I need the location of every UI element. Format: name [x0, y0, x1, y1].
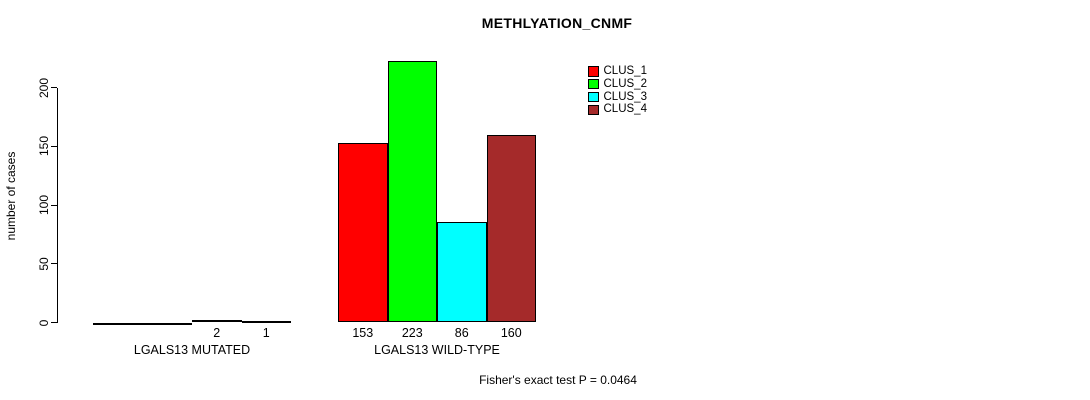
bar-value-label: 2	[213, 326, 221, 340]
bar-clus_4	[241, 321, 291, 324]
y-axis-line	[57, 88, 59, 323]
bar-clus_1	[93, 322, 143, 325]
legend-item-clus_2: CLUS_2	[588, 78, 647, 91]
legend-item-clus_4: CLUS_4	[588, 103, 647, 116]
bar-value-label: 223	[401, 326, 423, 340]
legend-swatch-icon	[588, 91, 599, 103]
bar-clus_2	[387, 60, 437, 323]
chart-title: METHLYATION_CNMF	[481, 15, 633, 31]
legend-label: CLUS_3	[603, 90, 647, 103]
bar-value-label: 1	[262, 326, 270, 340]
legend-label: CLUS_2	[603, 77, 647, 90]
y-tick-label-text: 200	[37, 77, 51, 98]
y-tick-mark	[51, 263, 57, 265]
legend-swatch-icon	[588, 104, 599, 116]
y-tick-label-text: 0	[37, 319, 51, 326]
bar-clus_1	[338, 142, 388, 323]
legend-item-clus_1: CLUS_1	[588, 65, 647, 78]
y-tick-mark	[51, 87, 57, 89]
y-tick-mark	[51, 204, 57, 206]
bar-value-label: 86	[454, 326, 469, 340]
legend-label: CLUS_1	[603, 65, 647, 77]
bar-clus_3	[437, 221, 487, 323]
bar-value-label: 153	[352, 326, 374, 340]
y-axis-label-text: number of cases	[4, 151, 18, 241]
y-tick-mark	[51, 145, 57, 148]
bar-clus_4	[486, 134, 536, 323]
bar-clus_2	[142, 322, 192, 325]
bar-value-label: 160	[500, 326, 522, 340]
legend: CLUS_1 CLUS_2 CLUS_3 CLUS_4	[588, 65, 647, 116]
legend-item-clus_3: CLUS_3	[588, 91, 647, 104]
legend-swatch-icon	[588, 78, 599, 90]
legend-swatch-icon	[588, 66, 599, 77]
group-label: LGALS13 MUTATED	[133, 343, 251, 357]
y-tick-label-text: 150	[37, 136, 51, 157]
legend-label: CLUS_4	[603, 103, 647, 116]
bar-clus_3	[192, 320, 242, 323]
group-label: LGALS13 WILD-TYPE	[374, 343, 500, 357]
y-tick-mark	[51, 321, 57, 324]
footnote-text: Fisher's exact test P = 0.0464	[479, 373, 637, 387]
y-tick-label-text: 50	[37, 257, 51, 271]
y-tick-label-text: 100	[37, 195, 51, 216]
